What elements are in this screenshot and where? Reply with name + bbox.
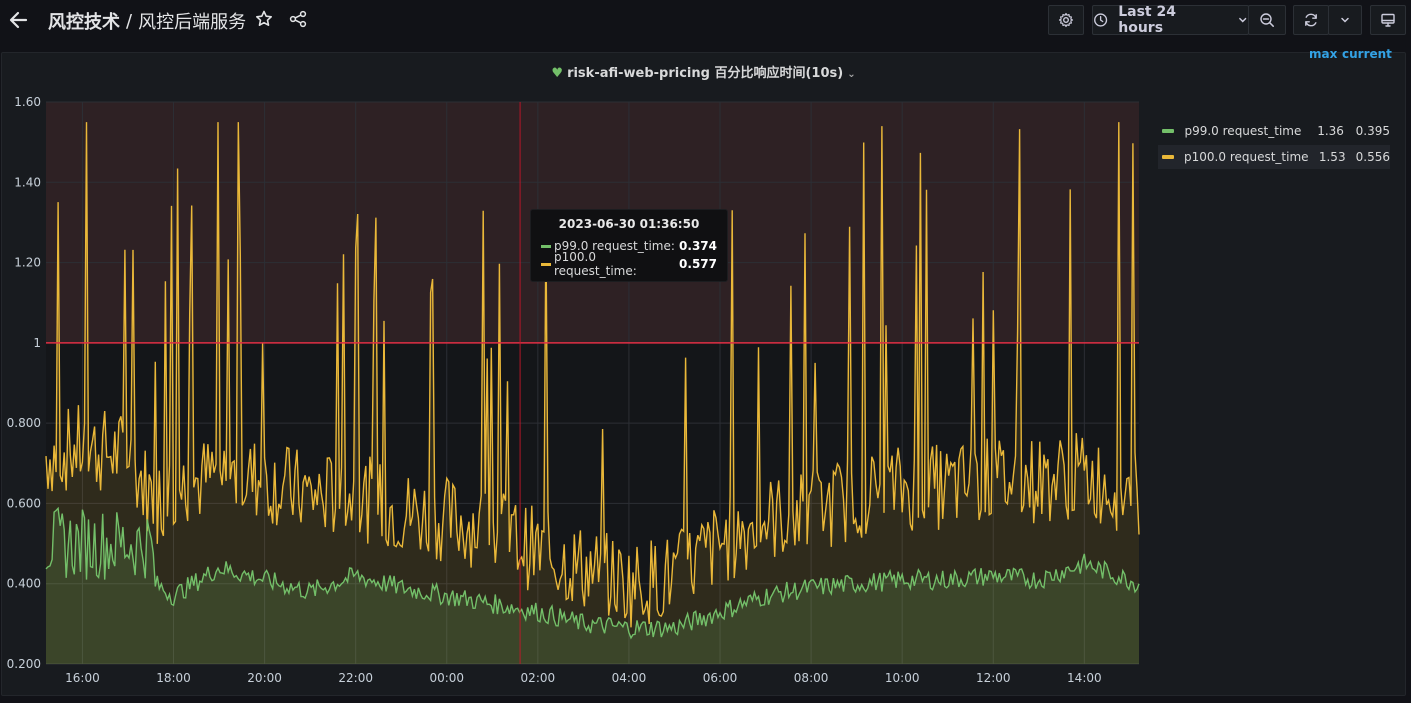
dashboard-settings-button[interactable] [1048, 5, 1084, 35]
x-tick-label: 22:00 [338, 671, 373, 685]
series-color-swatch[interactable] [1162, 155, 1175, 159]
legend-max-value: 1.36 [1317, 124, 1344, 138]
refresh-interval-dropdown[interactable] [1328, 5, 1362, 35]
x-tick-label: 00:00 [429, 671, 464, 685]
legend-max-value: 1.53 [1318, 150, 1346, 164]
y-tick-label: 0.200 [7, 657, 41, 671]
tooltip-swatch [541, 244, 551, 248]
breadcrumb: 风控技术 / 风控后端服务 [48, 8, 246, 34]
panel-title: risk-afi-web-pricing 百分比响应时间(10s) [567, 66, 844, 81]
y-tick-label: 1.60 [14, 95, 41, 109]
heart-icon: ♥ [551, 66, 564, 81]
zoom-out-icon [1260, 13, 1274, 27]
refresh-button[interactable] [1293, 5, 1329, 35]
legend-item-p99[interactable]: p99.0 request_time 1.36 0.395 [1158, 119, 1390, 143]
panel-header[interactable]: ♥ risk-afi-web-pricing 百分比响应时间(10s) ⌄ [2, 62, 1405, 81]
x-tick-label: 20:00 [247, 671, 282, 685]
legend-header-current[interactable]: current [1342, 47, 1392, 61]
back-arrow-icon[interactable] [6, 8, 30, 32]
tooltip-value: 0.577 [679, 257, 717, 271]
y-tick-label: 1.20 [14, 256, 41, 270]
x-tick-label: 02:00 [521, 671, 556, 685]
clock-icon [1094, 13, 1108, 27]
graph-tooltip: 2023-06-30 01:36:50 p99.0 request_time: … [530, 209, 728, 282]
zoom-out-button[interactable] [1248, 5, 1286, 35]
y-tick-label: 0.400 [7, 577, 41, 591]
x-tick-label: 18:00 [156, 671, 191, 685]
series-color-swatch[interactable] [1162, 129, 1175, 133]
y-tick-label: 1.40 [14, 175, 41, 189]
x-tick-label: 16:00 [65, 671, 100, 685]
gear-icon [1058, 12, 1074, 28]
x-tick-label: 04:00 [612, 671, 647, 685]
x-tick-label: 14:00 [1067, 671, 1102, 685]
star-icon[interactable] [254, 9, 276, 31]
tv-mode-button[interactable] [1370, 5, 1406, 35]
x-tick-label: 08:00 [794, 671, 829, 685]
tooltip-value: 0.374 [679, 239, 717, 253]
legend-series-name: p99.0 request_time [1184, 124, 1302, 138]
legend-current-value: 0.395 [1355, 124, 1390, 138]
tooltip-swatch [541, 262, 551, 266]
x-tick-label: 06:00 [703, 671, 738, 685]
tooltip-series-name: p100.0 request_time: [554, 250, 637, 278]
monitor-icon [1381, 13, 1395, 27]
series-line-p99 [45, 506, 1140, 640]
tooltip-series-name: p99.0 request_time: [554, 239, 675, 253]
dashboard-navbar: 风控技术 / 风控后端服务 Last 24 hours [0, 0, 1411, 40]
legend-current-value: 0.556 [1355, 150, 1390, 164]
refresh-icon [1305, 13, 1317, 27]
y-tick-label: 0.600 [7, 496, 41, 510]
x-tick-label: 12:00 [976, 671, 1011, 685]
time-range-label: Last 24 hours [1118, 4, 1176, 36]
legend-header-max[interactable]: max [1309, 47, 1338, 61]
y-tick-label: 0.800 [7, 416, 41, 430]
legend-series-name: p100.0 request_time [1184, 150, 1309, 164]
x-tick-label: 10:00 [885, 671, 920, 685]
folder-link[interactable]: 风控技术 [48, 12, 120, 33]
breadcrumb-separator: / [126, 10, 133, 32]
chevron-down-icon [1341, 17, 1349, 23]
dashboard-title[interactable]: 风控后端服务 [138, 12, 247, 33]
series-area-p99 [46, 508, 1139, 664]
chevron-down-icon [1238, 17, 1246, 23]
y-tick-label: 1 [33, 336, 41, 350]
chevron-down-icon: ⌄ [847, 69, 856, 80]
share-icon[interactable] [288, 9, 310, 31]
tooltip-row: p100.0 request_time: 0.577 [541, 250, 717, 278]
legend-item-p100[interactable]: p100.0 request_time 1.53 0.556 [1158, 145, 1390, 169]
tooltip-row: p99.0 request_time: 0.374 [541, 237, 717, 255]
series-line-p100 [45, 122, 1140, 628]
tooltip-timestamp: 2023-06-30 01:36:50 [558, 217, 700, 231]
